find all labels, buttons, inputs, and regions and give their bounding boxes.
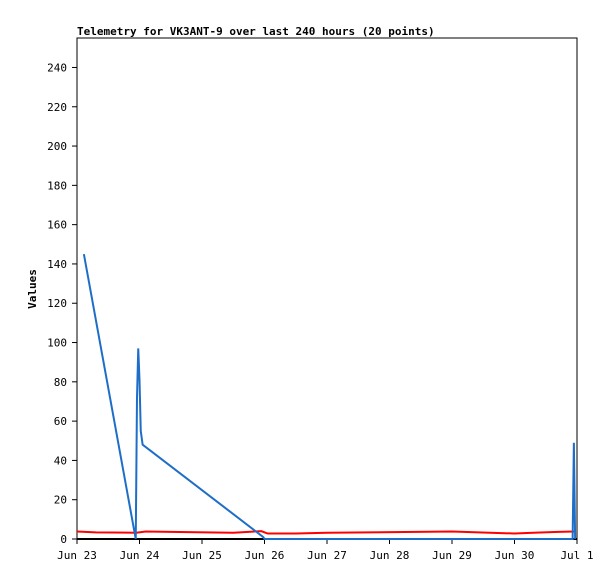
y-tick-label: 100 bbox=[47, 337, 67, 350]
y-tick-label: 60 bbox=[54, 415, 67, 428]
y-tick-label: 160 bbox=[47, 219, 67, 232]
y-tick-label: 200 bbox=[47, 140, 67, 153]
chart-title: Telemetry for VK3ANT-9 over last 240 hou… bbox=[77, 25, 435, 38]
series-line bbox=[82, 253, 577, 540]
plot-frame bbox=[76, 37, 578, 540]
y-tick-label: 40 bbox=[54, 454, 67, 467]
x-tick-label: Jun 26 bbox=[245, 549, 285, 562]
x-tick-label: Jun 23 bbox=[57, 549, 97, 562]
y-tick-label: 220 bbox=[47, 101, 67, 114]
y-tick-label: 140 bbox=[47, 258, 67, 271]
y-tick-label: 240 bbox=[47, 61, 67, 74]
x-tick-label: Jun 29 bbox=[432, 549, 472, 562]
x-tick-label: Jun 25 bbox=[182, 549, 222, 562]
x-tick-label: Jun 30 bbox=[495, 549, 535, 562]
y-tick-label: 180 bbox=[47, 179, 67, 192]
x-tick-label: Jun 27 bbox=[307, 549, 347, 562]
y-axis-label: Values bbox=[26, 269, 39, 309]
x-tick-label: Jun 24 bbox=[120, 549, 160, 562]
y-tick-label: 0 bbox=[60, 533, 67, 546]
y-tick-label: 80 bbox=[54, 376, 67, 389]
x-tick-label: Jun 28 bbox=[370, 549, 410, 562]
y-tick-label: 20 bbox=[54, 494, 67, 507]
series-line bbox=[76, 530, 575, 535]
y-tick-label: 120 bbox=[47, 297, 67, 310]
x-tick-label: Jul 1 bbox=[560, 549, 593, 562]
